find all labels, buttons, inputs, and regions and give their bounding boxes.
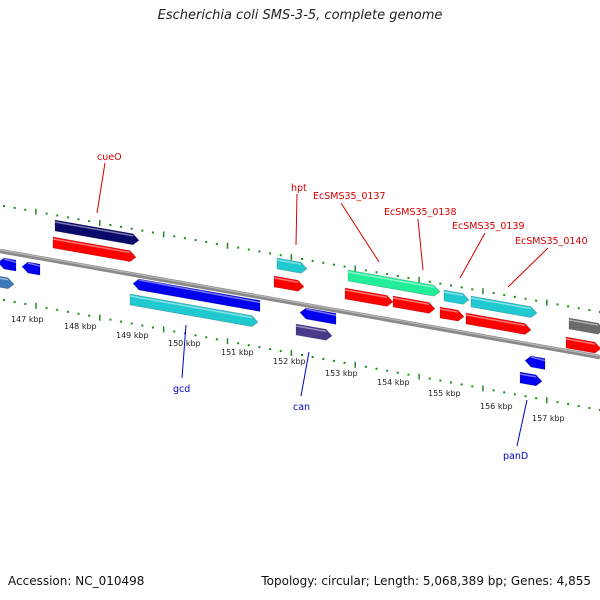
cds-hpt-arrow-shine <box>273 277 299 283</box>
cds-gcd-arrow <box>132 278 261 312</box>
callout-EcSMS35_0140 <box>507 247 549 288</box>
kbp-label: 153 kbp <box>325 369 358 378</box>
cds-cueO-arrow <box>52 236 137 262</box>
callout-EcSMS35_0138 <box>417 218 424 271</box>
cds-EcSMS35_0137-arrow-shine <box>344 289 388 299</box>
kbp-label: 149 kbp <box>116 331 149 340</box>
cds-edge-arrow-shine <box>565 338 596 345</box>
kbp-label: 148 kbp <box>64 322 97 331</box>
gene-label-hpt: hpt <box>291 183 307 194</box>
cds-can-arrow <box>299 307 337 325</box>
gene-edge-steel-block <box>0 276 15 290</box>
callout-EcSMS35_0139 <box>459 232 486 279</box>
cds-panD-small-arrow-shine <box>530 356 546 362</box>
kbp-label: 156 kbp <box>480 402 513 411</box>
gene-edge-blue-arrow <box>0 257 17 272</box>
cds-EcSMS35_0139-arrow <box>439 306 465 322</box>
cds-hpt-arrow <box>273 275 305 292</box>
kbp-label: 152 kbp <box>273 357 306 366</box>
callout-gcd <box>181 324 187 379</box>
map-title: Escherichia coli SMS-3-5, complete genom… <box>157 8 443 23</box>
feature-layer <box>0 219 600 387</box>
gene-label-cueO: cueO <box>97 152 122 163</box>
kbp-label: 157 kbp <box>532 414 565 423</box>
gene-EcSMS35_0140-block-shine <box>470 297 532 310</box>
gene-EcSMS35_0137-block <box>347 269 441 297</box>
kbp-label: 147 kbp <box>11 315 44 324</box>
genome-backbone <box>0 248 600 360</box>
kbp-label: 154 kbp <box>377 378 410 387</box>
gene-panD-block-shine <box>519 373 537 378</box>
gene-EcSMS35_0140-block <box>470 295 538 318</box>
cds-gcd-arrow-shine <box>138 279 261 304</box>
gene-hpt-block-shine <box>276 259 302 265</box>
callout-panD <box>516 399 528 447</box>
kbp-label: 151 kbp <box>221 348 254 357</box>
gene-label-EcSMS35_0137: EcSMS35_0137 <box>313 191 386 202</box>
gene-labels: cueO hpt EcSMS35_0137 EcSMS35_0138 EcSMS… <box>97 152 588 462</box>
kbp-label: 150 kbp <box>168 339 201 348</box>
gene-label-EcSMS35_0140: EcSMS35_0140 <box>515 236 588 247</box>
gene-gcd-block <box>129 293 259 327</box>
gene-panD-block <box>519 371 543 387</box>
cds-panD-small-arrow <box>524 355 546 370</box>
gene-cueO-block-shine <box>54 221 134 237</box>
backbone-highlight <box>0 249 600 357</box>
cds-can-arrow-shine <box>305 308 337 317</box>
gene-edge-gray-block <box>568 317 600 335</box>
cds-EcSMS35_0139-arrow-shine <box>439 308 459 313</box>
gene-can-block-shine <box>295 325 327 333</box>
gene-label-can: can <box>293 402 310 413</box>
callout-cueO <box>96 162 106 214</box>
callout-can <box>300 351 310 397</box>
cds-edge-arrow <box>565 336 600 354</box>
gene-EcSMS35_0137-block-shine <box>347 271 435 288</box>
inner-tick-track <box>3 299 600 411</box>
cds-EcSMS35_0138-arrow-shine <box>392 297 430 306</box>
genome-summary-text: Topology: circular; Length: 5,068,389 bp… <box>261 574 591 588</box>
cds-EcSMS35_0140-arrow-shine <box>465 314 526 327</box>
callout-EcSMS35_0137 <box>340 202 380 263</box>
kbp-label: 155 kbp <box>428 389 461 398</box>
gene-small-blue-arrow <box>21 261 41 276</box>
gene-EcSMS35_0139-block-shine <box>443 291 464 297</box>
accession-text: Accession: NC_010498 <box>8 574 145 588</box>
gene-gcd-block-shine <box>129 295 253 319</box>
callout-lines <box>96 162 549 447</box>
gene-label-gcd: gcd <box>173 384 190 395</box>
gene-edge-blue-arrow-shine <box>3 258 17 263</box>
cds-EcSMS35_0138-arrow <box>392 295 436 314</box>
cds-EcSMS35_0137-arrow <box>344 287 394 307</box>
gene-edge-steel-block-shine <box>0 277 9 281</box>
gene-EcSMS35_0139-block <box>443 289 470 305</box>
gene-small-blue-arrow-shine <box>27 262 41 267</box>
gene-hpt-block <box>276 257 308 274</box>
gene-label-panD: panD <box>503 451 528 462</box>
outer-tick-track <box>3 205 600 313</box>
gene-label-EcSMS35_0139: EcSMS35_0139 <box>452 221 525 232</box>
cds-EcSMS35_0140-arrow <box>465 312 532 335</box>
gene-cueO-block <box>54 219 140 246</box>
callout-hpt <box>295 193 298 246</box>
cds-cueO-arrow-shine <box>52 238 131 254</box>
gene-label-EcSMS35_0138: EcSMS35_0138 <box>384 207 457 218</box>
gene-edge-gray-block-shine <box>568 319 599 326</box>
gene-can-block <box>295 323 333 341</box>
kbp-scale-labels: 147 kbp 148 kbp 149 kbp 150 kbp 151 kbp … <box>11 315 565 423</box>
